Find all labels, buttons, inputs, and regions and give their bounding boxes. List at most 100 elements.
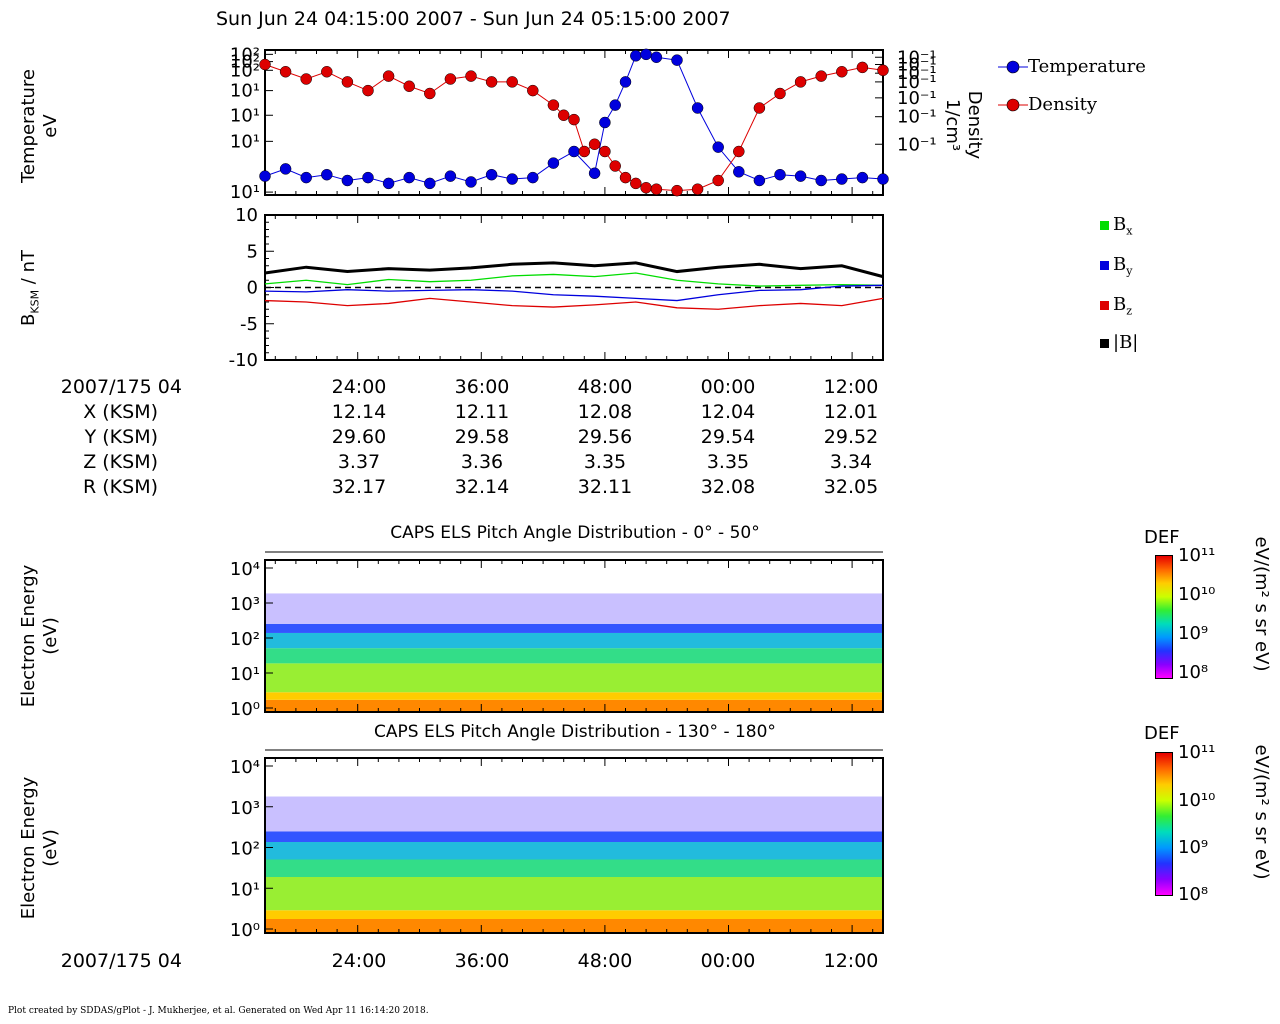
bksm-tick-label: -10 — [229, 350, 258, 371]
spec1-colorbar — [1155, 555, 1173, 679]
density-point — [733, 145, 745, 158]
ephem-value: 3.35 — [706, 451, 750, 473]
temperature-point — [362, 171, 374, 184]
legend-temperature: Temperature — [998, 56, 1146, 77]
temperature-point — [403, 171, 415, 184]
spectrogram-band — [265, 623, 883, 633]
density-point — [856, 61, 869, 74]
temperature-point — [599, 116, 611, 129]
spec2-cb-tick: 10¹¹ — [1178, 742, 1216, 763]
ephem-start-label: 2007/175 04 — [60, 376, 182, 398]
page-title: Sun Jun 24 04:15:00 2007 - Sun Jun 24 05… — [216, 8, 731, 30]
spec1-energy-tick-label: 10² — [230, 629, 260, 650]
density-point — [568, 113, 580, 126]
temperature-point — [547, 157, 560, 169]
spectrogram-band — [265, 796, 883, 832]
density-tick-label: 10⁻¹ — [897, 72, 937, 93]
legend-density: Density — [998, 94, 1097, 115]
spectrogram-band — [265, 632, 883, 649]
ephem-value: 12.08 — [577, 401, 633, 423]
bottom-time-label: 00:00 — [700, 950, 756, 972]
spec1-energy-tick-label: 10⁴ — [230, 559, 260, 580]
spectrogram-band — [265, 648, 883, 664]
temperature-point — [300, 171, 312, 184]
bksm-tick-label: 0 — [247, 278, 258, 299]
ephem-row-label: Z (KSM) — [83, 451, 158, 473]
ephem-value: 32.05 — [823, 476, 879, 498]
legend-bmag: |B| — [1100, 332, 1138, 353]
bottom-time-label: 12:00 — [823, 950, 879, 972]
temperature-point — [753, 174, 766, 187]
ephem-time: 36:00 — [454, 376, 510, 398]
ephem-time: 48:00 — [577, 376, 633, 398]
density-point — [588, 138, 601, 150]
legend-by: By — [1100, 254, 1132, 278]
ephem-row-label: Y (KSM) — [84, 426, 158, 448]
ephem-value: 12.11 — [454, 401, 510, 423]
series-bx — [264, 272, 884, 287]
temperature-point — [815, 174, 827, 187]
series-bz — [264, 297, 884, 310]
temperature-point — [671, 54, 683, 66]
density-point — [640, 182, 652, 194]
ephem-row-label: R (KSM) — [83, 476, 158, 498]
temperature-point — [640, 48, 652, 61]
ephem-value: 12.04 — [700, 401, 756, 423]
density-point — [609, 160, 621, 172]
density-point — [424, 87, 436, 100]
spec2-axis-label: Electron Energy (eV) — [18, 776, 61, 920]
density-tick-label: 10⁻¹ — [897, 63, 937, 84]
temperature-point — [691, 102, 704, 114]
ephem-time: 00:00 — [700, 376, 756, 398]
spec1-colorbar-title: DEF — [1144, 527, 1180, 548]
spec1-cb-tick: 10⁹ — [1178, 623, 1209, 644]
density-point — [877, 64, 889, 77]
ephem-value: 29.52 — [823, 426, 879, 448]
density-point — [691, 183, 704, 195]
ephem-value: 29.58 — [454, 426, 510, 448]
density-tick-label: 10⁻¹ — [897, 107, 937, 128]
bksm-axis-label: BKSM / nT — [18, 250, 42, 326]
density-point — [671, 184, 683, 197]
bottom-time-label: 36:00 — [454, 950, 510, 972]
density-point — [753, 102, 766, 114]
density-point — [650, 183, 663, 195]
spec1-axis-label: Electron Energy (eV) — [18, 564, 61, 708]
bksm-tick-label: 5 — [247, 241, 258, 262]
temperature-point — [630, 50, 642, 62]
temperature-point — [382, 177, 395, 190]
density-point — [557, 109, 570, 121]
ephem-time: 24:00 — [331, 376, 387, 398]
spec2-energy-tick-label: 10³ — [230, 798, 260, 819]
temperature-tick-label: 10¹ — [230, 182, 260, 203]
bottom-time-label: 24:00 — [331, 950, 387, 972]
ephem-time: 12:00 — [823, 376, 879, 398]
density-line — [264, 64, 884, 192]
density-point — [815, 70, 827, 82]
spec2-cb-tick: 10⁸ — [1178, 884, 1209, 905]
spec2-frame — [264, 757, 884, 934]
legend-bx: Bx — [1100, 214, 1132, 238]
spec1-colorbar-units: eV/(m² s sr eV) — [1251, 536, 1272, 672]
ephem-value: 3.34 — [829, 451, 873, 473]
spec1-panel: 10⁴ 10³ 10² 10¹ 10⁰ — [230, 551, 884, 720]
spec2-cb-tick: 10⁹ — [1178, 837, 1209, 858]
spec1-energy-tick-label: 10⁰ — [230, 699, 260, 720]
legend-bz: Bz — [1100, 294, 1132, 318]
ephem-row-label: X (KSM) — [83, 401, 158, 423]
density-point — [362, 84, 374, 97]
bksm-tick-label: 10 — [235, 205, 258, 226]
density-point — [527, 84, 539, 97]
temperature-tick-label: 10² — [230, 52, 260, 73]
temperature-point — [733, 166, 745, 178]
temperature-point — [506, 173, 518, 185]
spectrogram-band — [265, 877, 883, 911]
temperature-point — [341, 174, 354, 187]
temperature-point — [424, 177, 436, 190]
temperature-point — [444, 170, 457, 182]
ephem-value: 32.14 — [454, 476, 510, 498]
temperature-tick-label: 10¹ — [230, 105, 260, 126]
spec2-panel: 10⁴ 10³ 10² 10¹ 10⁰ — [230, 749, 884, 941]
spec1-frame — [264, 559, 884, 713]
